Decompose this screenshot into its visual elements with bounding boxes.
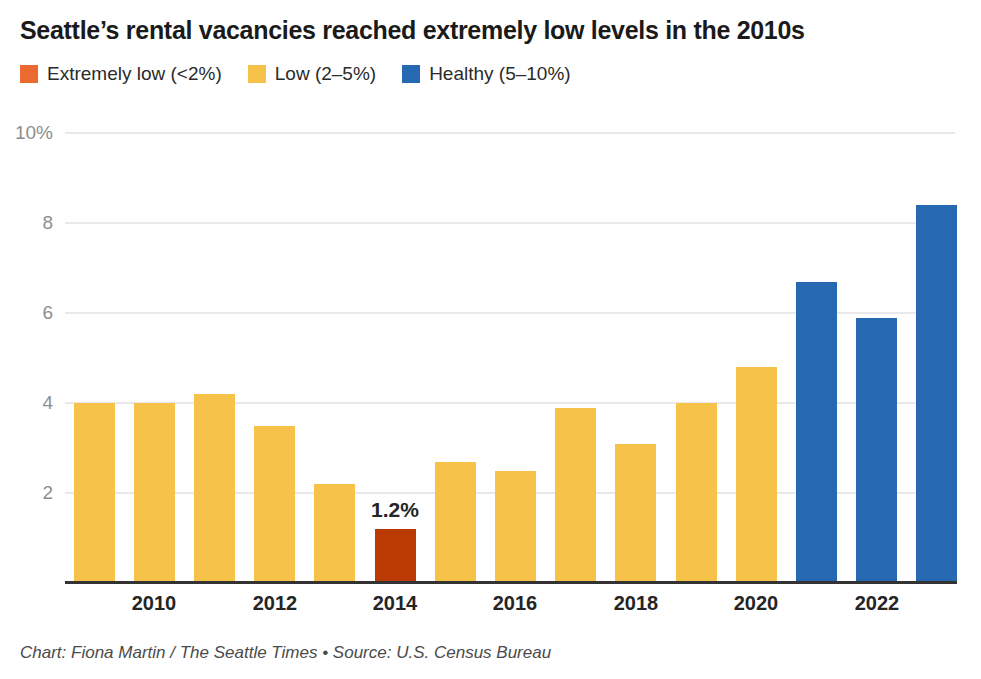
x-tick-label-2018: 2018 xyxy=(591,592,681,615)
y-tick-label-6: 6 xyxy=(0,301,53,325)
credit-line: Chart: Fiona Martin / The Seattle Times … xyxy=(20,643,551,663)
bar-2023 xyxy=(916,205,957,583)
bar-2012 xyxy=(254,426,295,584)
x-tick-label-2014: 2014 xyxy=(350,592,440,615)
chart-frame: Seattle’s rental vacancies reached extre… xyxy=(0,0,981,679)
bar-2021 xyxy=(796,282,837,584)
y-tick-label-10: 10% xyxy=(0,121,53,145)
x-tick-label-2020: 2020 xyxy=(711,592,801,615)
bar-2016 xyxy=(495,471,536,584)
bar-2009 xyxy=(74,403,115,583)
x-tick-label-2012: 2012 xyxy=(230,592,320,615)
bar-2019 xyxy=(676,403,717,583)
bar-2010 xyxy=(134,403,175,583)
bar-2013 xyxy=(314,484,355,583)
y-tick-label-4: 4 xyxy=(0,391,53,415)
y-tick-label-2: 2 xyxy=(0,481,53,505)
bar-2018 xyxy=(615,444,656,584)
x-tick-label-2016: 2016 xyxy=(470,592,560,615)
bar-2015 xyxy=(435,462,476,584)
x-tick-label-2010: 2010 xyxy=(109,592,199,615)
bar-2020 xyxy=(736,367,777,583)
x-tick-label-2022: 2022 xyxy=(832,592,922,615)
bar-2014 xyxy=(375,529,416,583)
y-tick-label-8: 8 xyxy=(0,211,53,235)
gridline-10 xyxy=(65,132,955,134)
bar-2011 xyxy=(194,394,235,583)
value-label-2014: 1.2% xyxy=(350,498,440,522)
gridline-8 xyxy=(65,222,955,224)
bar-2022 xyxy=(856,318,897,584)
bar-2017 xyxy=(555,408,596,584)
x-axis-line xyxy=(65,581,957,584)
plot: 2 4 6 8 10% 2010 2012 2014 2016 2018 2020 2022 1.2% xyxy=(0,0,981,679)
